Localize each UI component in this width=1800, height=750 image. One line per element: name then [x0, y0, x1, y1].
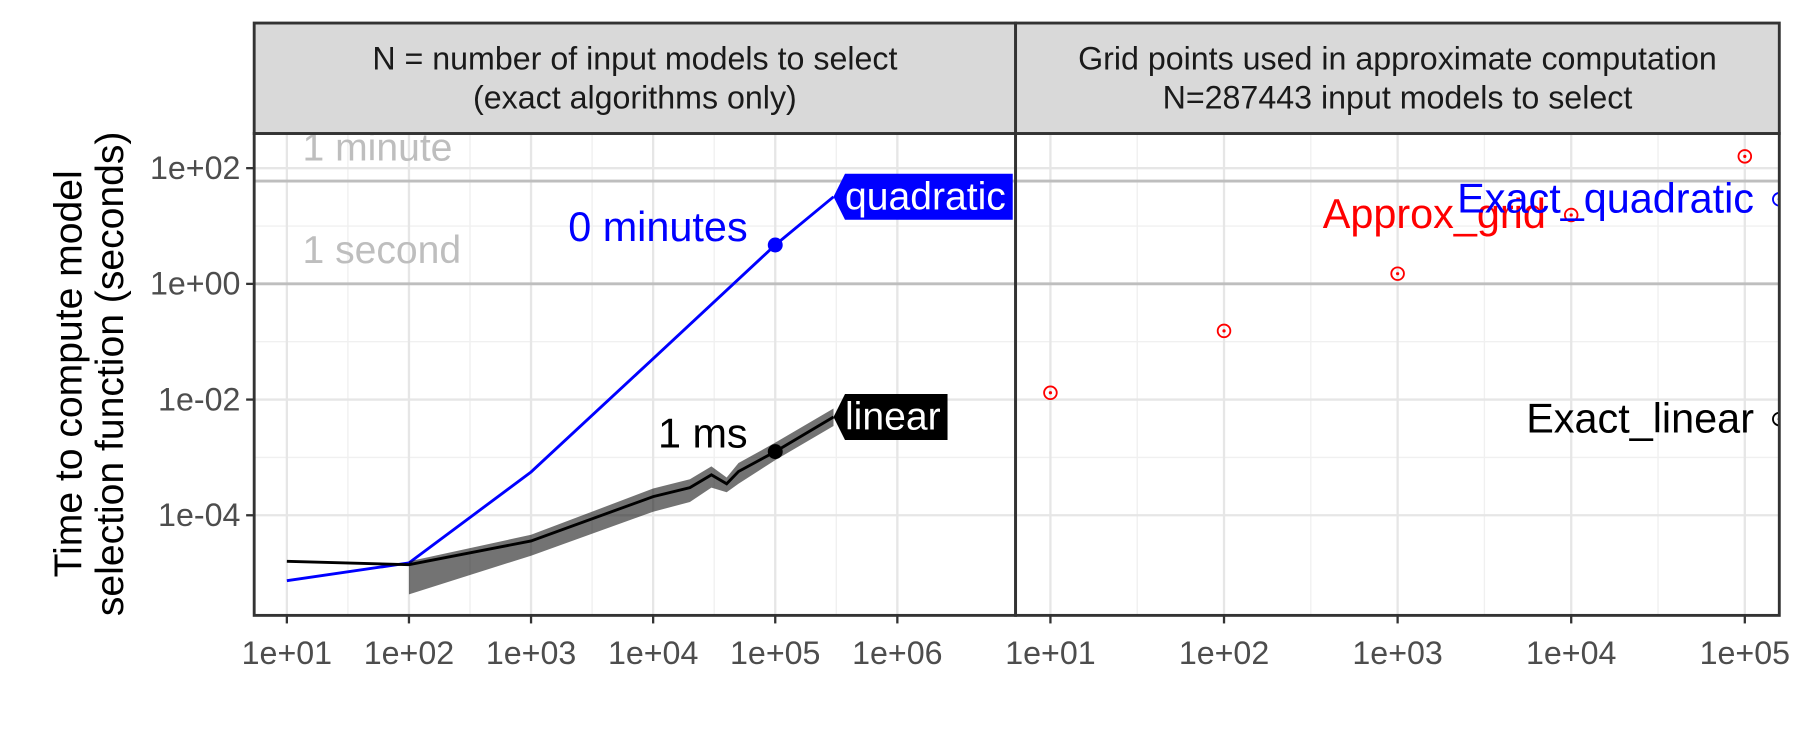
y-tick-label: 1e+02 — [150, 150, 240, 186]
strip — [252, 21, 1018, 135]
point-center — [1569, 213, 1573, 217]
x-tick-label: 1e+05 — [1700, 635, 1790, 671]
strip-label: Grid points used in approximate computat… — [1078, 41, 1717, 77]
annotation-point — [767, 237, 783, 253]
series-label: Exact_linear — [1526, 395, 1754, 441]
series-label: quadratic — [845, 175, 1006, 218]
point — [1043, 385, 1058, 401]
point-center — [1048, 391, 1053, 395]
point-center — [1222, 329, 1226, 333]
y-tick-label: 1e-02 — [158, 381, 240, 417]
x-tick-label: 1e+04 — [1526, 635, 1616, 671]
y-axis-title: Time to compute model — [48, 170, 91, 577]
strip-label: N = number of input models to select — [372, 41, 897, 77]
x-tick-label: 1e+01 — [242, 635, 332, 671]
point — [1563, 207, 1579, 223]
x-tick-label: 1e+02 — [364, 635, 454, 671]
strip — [1014, 21, 1781, 135]
x-tick-label: 1e+06 — [852, 635, 942, 671]
annotation-label: 1 ms — [658, 411, 748, 457]
point — [1737, 149, 1753, 164]
point — [1772, 192, 1780, 207]
y-axis-title: selection function (seconds) — [89, 132, 132, 617]
x-tick-label: 1e+01 — [1005, 635, 1095, 671]
x-tick-label: 1e+05 — [730, 635, 820, 671]
annotation-point — [767, 444, 783, 460]
reference-label: 1 second — [302, 229, 461, 272]
point-center — [1396, 272, 1400, 276]
point-center — [1743, 154, 1747, 158]
y-tick-label: 1e-04 — [158, 497, 240, 533]
series-label-box — [833, 393, 948, 440]
series-label: Exact_quadratic — [1457, 176, 1754, 222]
x-tick-label: 1e+03 — [1352, 635, 1442, 671]
x-tick-label: 1e+02 — [1179, 635, 1269, 671]
x-tick-label: 1e+04 — [608, 635, 698, 671]
y-tick-label: 1e+00 — [150, 266, 240, 302]
strip-label: N=287443 input models to select — [1163, 80, 1633, 116]
annotation-label: 0 minutes — [568, 204, 747, 250]
plot-area — [1043, 149, 1780, 427]
series-line — [286, 415, 835, 567]
confidence-band — [408, 408, 834, 595]
point — [1390, 266, 1405, 281]
series-line — [286, 195, 835, 583]
x-tick-label: 1e+03 — [486, 635, 576, 671]
plot-area: quadratic linear — [286, 173, 1013, 595]
series-label-box — [833, 173, 1013, 220]
strip-label: (exact algorithms only) — [473, 80, 797, 116]
series-label: linear — [845, 396, 941, 439]
point — [1772, 411, 1780, 427]
series-label: Approx_grid — [1323, 191, 1546, 237]
point — [1216, 323, 1232, 339]
